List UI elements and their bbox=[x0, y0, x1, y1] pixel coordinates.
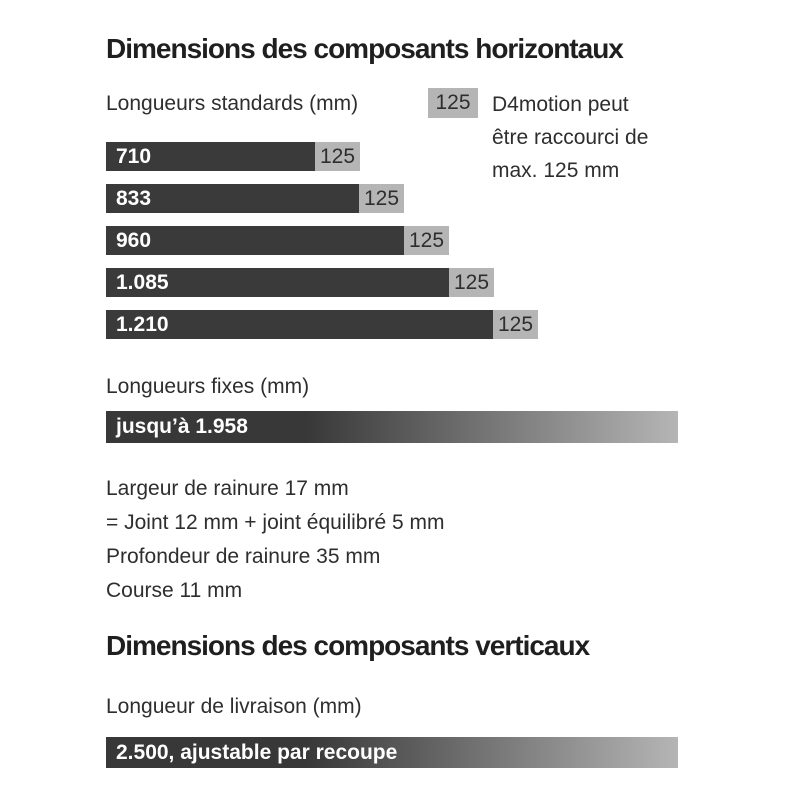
bar-row: 833 125 bbox=[106, 184, 538, 213]
legend-line: D4motion peut bbox=[492, 93, 629, 116]
spec-line: = Joint 12 mm + joint équilibré 5 mm bbox=[106, 511, 445, 534]
bar-segment-extension: 125 bbox=[315, 142, 360, 171]
legend-swatch: 125 bbox=[428, 88, 478, 118]
bar-segment-extension: 125 bbox=[359, 184, 404, 213]
fixed-length-bar-label: jusqu’à 1.958 bbox=[116, 415, 248, 438]
bar-row: 960 125 bbox=[106, 226, 538, 255]
delivery-length-label: Longueur de livraison (mm) bbox=[106, 695, 362, 718]
bar-row: 710 125 bbox=[106, 142, 538, 171]
spec-line: Profondeur de rainure 35 mm bbox=[106, 545, 381, 568]
bar-segment-length: 833 bbox=[106, 184, 359, 213]
delivery-length-gradient-bar: 2.500, ajustable par recoupe bbox=[106, 737, 678, 768]
vertical-section-title: Dimensions des composants verticaux bbox=[106, 630, 590, 661]
legend-line: max. 125 mm bbox=[492, 159, 620, 182]
standards-lengths-label: Longueurs standards (mm) bbox=[106, 92, 359, 115]
fixed-lengths-label: Longueurs fixes (mm) bbox=[106, 375, 310, 398]
legend-note: D4motion peut être raccourci de max. 125… bbox=[492, 88, 648, 187]
delivery-bar-label: 2.500, ajustable par recoupe bbox=[116, 740, 398, 764]
bar-segment-extension: 125 bbox=[449, 268, 494, 297]
groove-specs: Largeur de rainure 17 mm = Joint 12 mm +… bbox=[106, 472, 444, 608]
bar-row: 1.210 125 bbox=[106, 310, 538, 339]
bar-segment-extension: 125 bbox=[493, 310, 538, 339]
bar-segment-length: 960 bbox=[106, 226, 404, 255]
standards-bar-chart: 710 125 833 125 960 125 1.085 125 1.210 125 bbox=[106, 142, 538, 352]
spec-line: Course 11 mm bbox=[106, 579, 243, 602]
bar-segment-extension: 125 bbox=[404, 226, 449, 255]
bar-segment-length: 1.210 bbox=[106, 310, 493, 339]
bar-segment-length: 710 bbox=[106, 142, 315, 171]
legend-line: être raccourci de bbox=[492, 126, 649, 149]
bar-segment-length: 1.085 bbox=[106, 268, 449, 297]
fixed-length-gradient-bar: jusqu’à 1.958 bbox=[106, 411, 678, 443]
spec-line: Largeur de rainure 17 mm bbox=[106, 477, 349, 500]
bar-row: 1.085 125 bbox=[106, 268, 538, 297]
horizontal-section-title: Dimensions des composants horizontaux bbox=[106, 33, 624, 64]
